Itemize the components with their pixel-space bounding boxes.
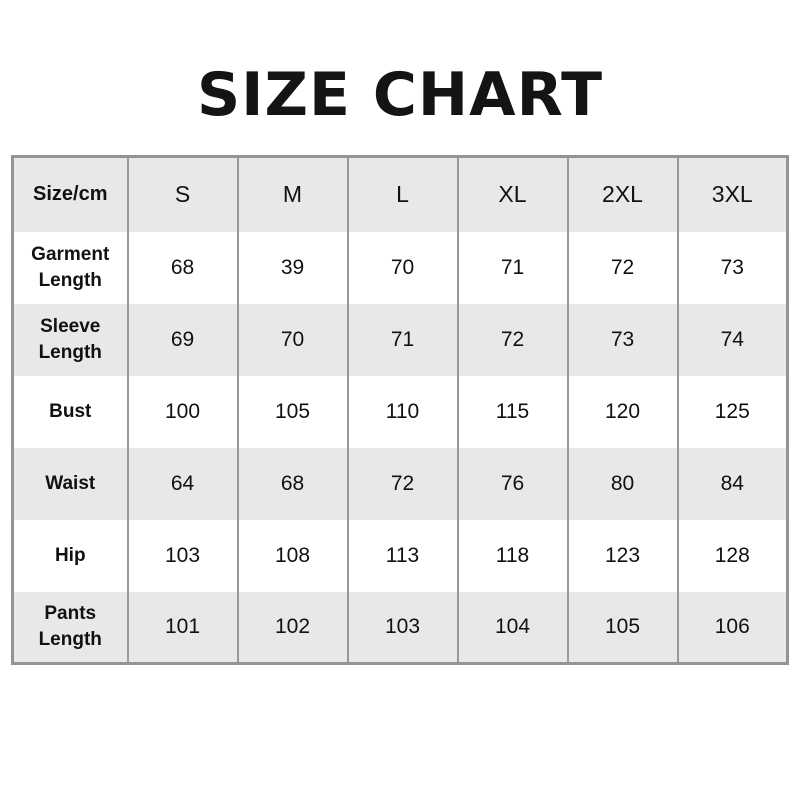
table-cell: 39 xyxy=(236,231,349,304)
row-label-garment-length: Garment Length xyxy=(11,231,129,304)
table-row-waist: Waist 64 68 72 76 80 84 xyxy=(11,447,789,520)
row-label-sleeve-length: Sleeve Length xyxy=(11,303,129,376)
column-header-xl: XL xyxy=(456,156,569,232)
table-cell: 118 xyxy=(456,519,569,592)
table-cell: 125 xyxy=(676,375,789,448)
table-cell: 68 xyxy=(236,447,349,520)
column-header-m: M xyxy=(236,156,349,232)
row-label-bust: Bust xyxy=(11,375,129,448)
table-row-hip: Hip 103 108 113 118 123 128 xyxy=(11,519,789,592)
table-cell: 123 xyxy=(566,519,679,592)
table-cell: 73 xyxy=(566,303,679,376)
row-label-waist: Waist xyxy=(11,447,129,520)
table-cell: 113 xyxy=(346,519,459,592)
table-cell: 74 xyxy=(676,303,789,376)
table-row-bust: Bust 100 105 110 115 120 125 xyxy=(11,375,789,448)
size-chart-table: Size/cm S M L XL 2XL 3XL Garment Length … xyxy=(11,155,789,665)
table-cell: 70 xyxy=(236,303,349,376)
table-header-row: Size/cm S M L XL 2XL 3XL xyxy=(11,156,789,232)
table-cell: 102 xyxy=(236,591,349,664)
table-row-garment-length: Garment Length 68 39 70 71 72 73 xyxy=(11,231,789,304)
table-row-pants-length: Pants Length 101 102 103 104 105 106 xyxy=(11,591,789,664)
column-header-l: L xyxy=(346,156,459,232)
table-cell: 120 xyxy=(566,375,679,448)
table-cell: 70 xyxy=(346,231,459,304)
page-title: SIZE CHART xyxy=(196,60,604,130)
table-cell: 64 xyxy=(126,447,239,520)
column-header-s: S xyxy=(126,156,239,232)
column-header-3xl: 3XL xyxy=(676,156,789,232)
table-cell: 128 xyxy=(676,519,789,592)
table-cell: 76 xyxy=(456,447,569,520)
table-cell: 69 xyxy=(126,303,239,376)
table-cell: 71 xyxy=(456,231,569,304)
table-cell: 84 xyxy=(676,447,789,520)
table-cell: 72 xyxy=(566,231,679,304)
table-cell: 101 xyxy=(126,591,239,664)
table-cell: 73 xyxy=(676,231,789,304)
column-header-2xl: 2XL xyxy=(566,156,679,232)
table-cell: 72 xyxy=(456,303,569,376)
table-cell: 106 xyxy=(676,591,789,664)
row-label-hip: Hip xyxy=(11,519,129,592)
table-cell: 103 xyxy=(126,519,239,592)
table-cell: 105 xyxy=(236,375,349,448)
table-cell: 103 xyxy=(346,591,459,664)
table-cell: 110 xyxy=(346,375,459,448)
table-cell: 80 xyxy=(566,447,679,520)
table-cell: 68 xyxy=(126,231,239,304)
table-cell: 72 xyxy=(346,447,459,520)
table-cell: 71 xyxy=(346,303,459,376)
unit-header-cell: Size/cm xyxy=(11,156,129,232)
table-cell: 104 xyxy=(456,591,569,664)
table-cell: 115 xyxy=(456,375,569,448)
table-cell: 105 xyxy=(566,591,679,664)
table-row-sleeve-length: Sleeve Length 69 70 71 72 73 74 xyxy=(11,303,789,376)
row-label-pants-length: Pants Length xyxy=(11,591,129,664)
table-cell: 100 xyxy=(126,375,239,448)
table-cell: 108 xyxy=(236,519,349,592)
